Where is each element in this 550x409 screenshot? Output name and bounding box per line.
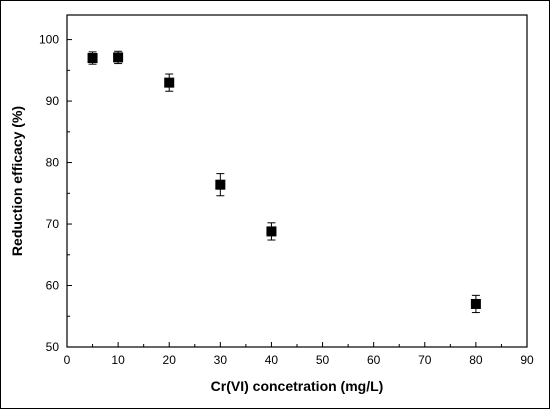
y-tick-label: 50	[46, 340, 60, 354]
data-point	[470, 298, 481, 309]
data-series	[87, 50, 481, 314]
x-tick-label: 80	[469, 353, 483, 367]
x-tick-label: 40	[265, 353, 279, 367]
x-tick-label: 10	[111, 353, 125, 367]
data-point	[266, 226, 277, 237]
y-tick-label: 70	[46, 217, 60, 231]
x-axis: 0 10 20 30 40 50 60 70 80 90	[64, 342, 534, 367]
y-axis: 50 60 70 80 90 100	[39, 33, 72, 354]
y-tick-label: 100	[39, 33, 59, 47]
y-tick-label: 60	[46, 279, 60, 293]
data-point	[215, 179, 226, 190]
y-tick-label: 80	[46, 156, 60, 170]
x-tick-label: 0	[64, 353, 71, 367]
x-axis-title: Cr(VI) concetration (mg/L)	[211, 378, 384, 394]
data-point	[164, 77, 175, 88]
x-tick-label: 60	[367, 353, 381, 367]
data-point	[113, 52, 124, 63]
x-tick-label: 70	[418, 353, 432, 367]
y-axis-title: Reduction efficacy (%)	[9, 106, 25, 256]
x-tick-label: 30	[214, 353, 228, 367]
y-tick-label: 90	[46, 94, 60, 108]
x-tick-label: 90	[520, 353, 534, 367]
x-tick-label: 50	[316, 353, 330, 367]
x-tick-label: 20	[163, 353, 177, 367]
data-point	[87, 53, 98, 64]
plot-area	[66, 14, 528, 348]
